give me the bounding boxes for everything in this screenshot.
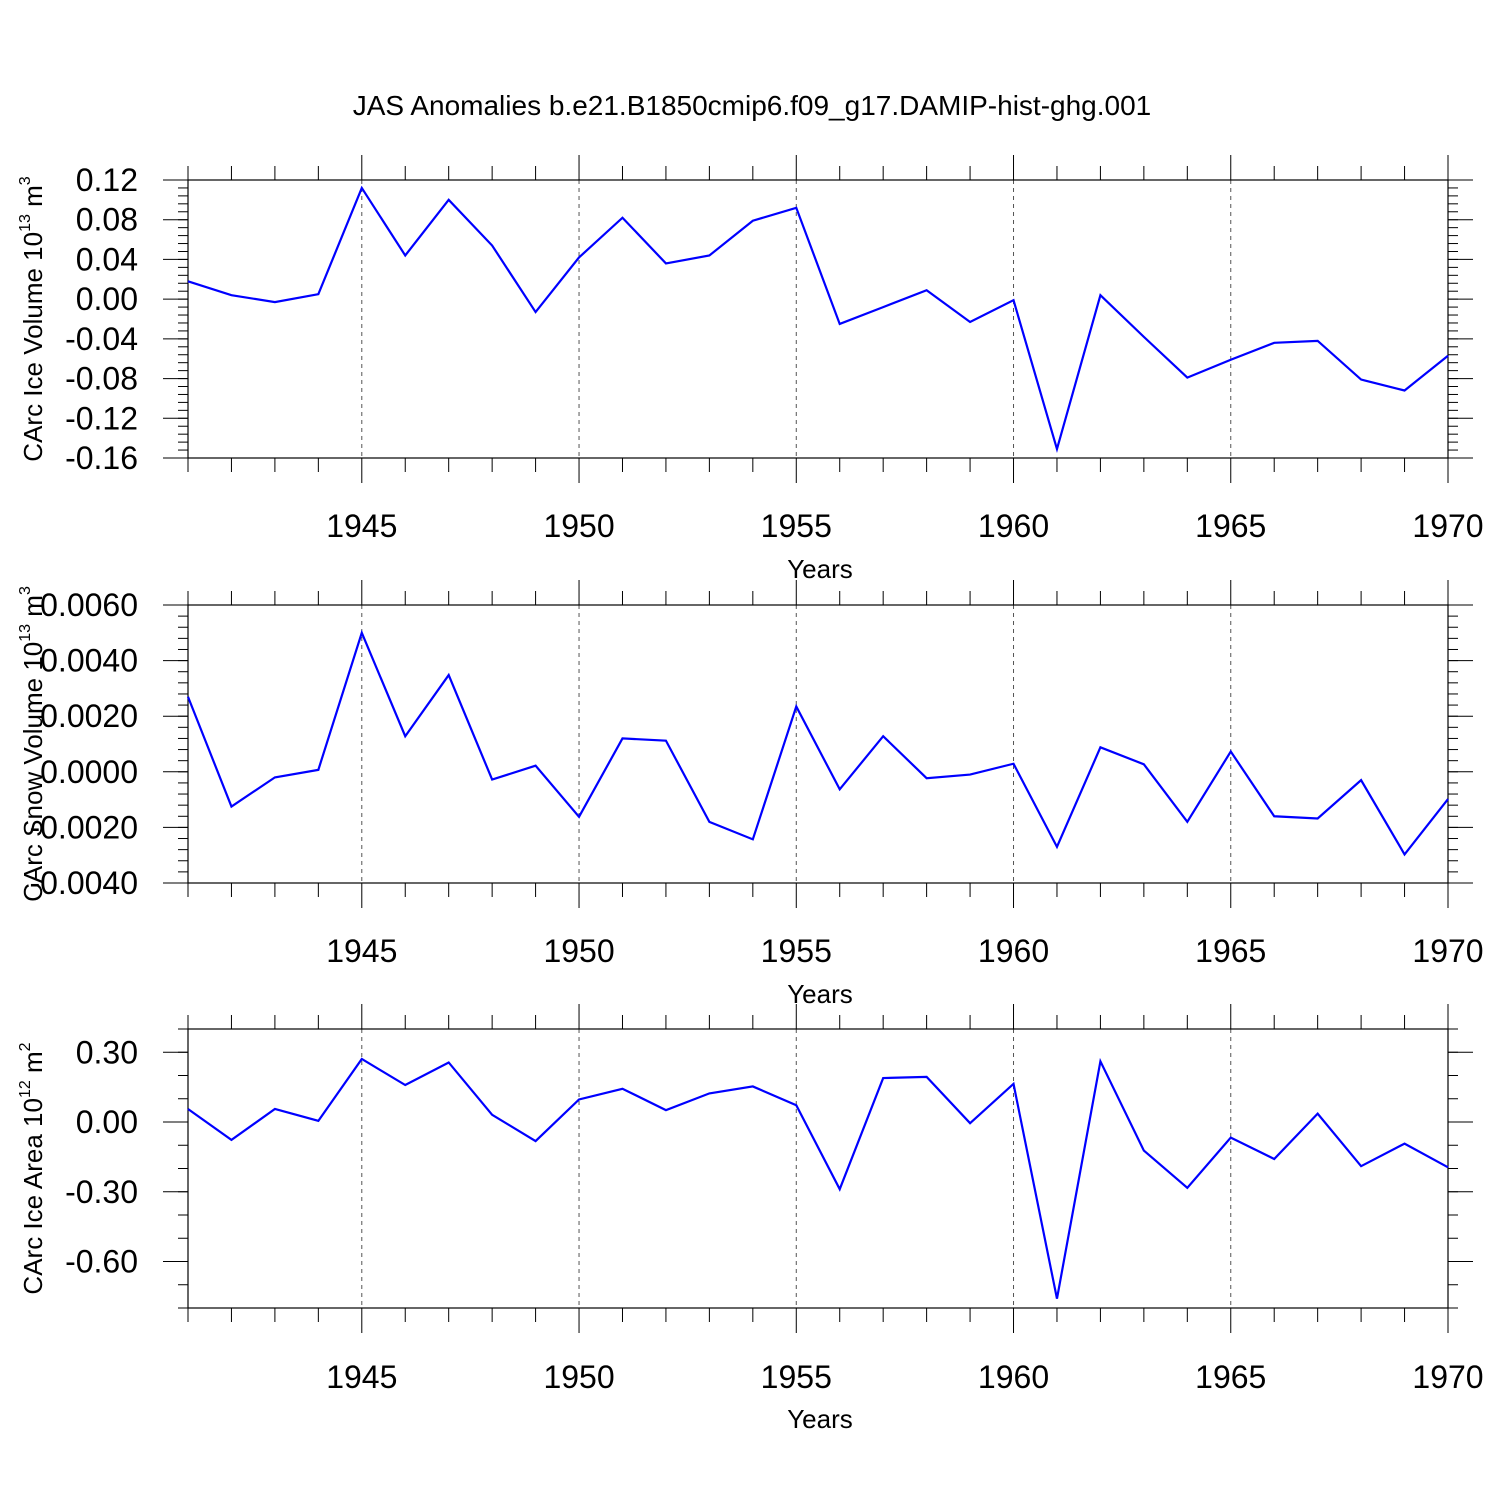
y-tick-label: 0.30: [76, 1034, 138, 1070]
x-tick-label: 1945: [326, 1359, 397, 1395]
panel-ice-area: 0.30 0.00 -0.30 -0.60 1945 1950 1955 1960 1965 19…: [17, 1004, 1484, 1434]
x-tick-label: 1955: [761, 508, 832, 544]
y-tick-label: -0.08: [65, 361, 138, 397]
x-tick-label: 1965: [1195, 933, 1266, 969]
y-tick-label: 0.04: [76, 241, 138, 277]
x-tick-label: 1970: [1412, 1359, 1483, 1395]
y-tick-label: -0.16: [65, 440, 138, 476]
panel-snow-volume: 0.0060 0.0040 0.0020 0.0000 -0.0020 -0.0040 19…: [17, 580, 1484, 1009]
x-tick-label: 1970: [1412, 508, 1483, 544]
y-tick-label: -0.60: [65, 1244, 138, 1280]
x-tick-label: 1965: [1195, 1359, 1266, 1395]
x-tick-label: 1955: [761, 933, 832, 969]
x-axis-title: Years: [787, 554, 853, 584]
y-tick-label: -0.0020: [29, 809, 138, 845]
x-tick-label: 1970: [1412, 933, 1483, 969]
y-tick-label: -0.04: [65, 321, 138, 357]
series-line: [187, 1057, 1449, 1299]
y-tick-label: -0.12: [65, 400, 138, 436]
y-tick-label: 0.12: [76, 162, 138, 198]
y-tick-label: 0.00: [76, 1104, 138, 1140]
x-tick-label: 1960: [978, 1359, 1049, 1395]
y-tick-label: 0.0000: [40, 754, 138, 790]
y-tick-label: 0.0060: [40, 587, 138, 623]
x-tick-label: 1960: [978, 933, 1049, 969]
y-axis-title: CArc Ice Volume 1013 m3: [17, 176, 48, 461]
y-tick-label: 0.0020: [40, 698, 138, 734]
x-tick-label: 1945: [326, 508, 397, 544]
series-line: [186, 629, 1449, 857]
plot-frame: [187, 179, 1449, 459]
panel-ice-volume: 0.12 0.080.04 0.00 -0.04 -0.08-0.12 -0.16 1945…: [17, 155, 1484, 584]
x-tick-label: 1950: [543, 1359, 614, 1395]
figure-title: JAS Anomalies b.e21.B1850cmip6.f09_g17.D…: [353, 90, 1151, 121]
y-tick-label: -0.0040: [29, 865, 138, 901]
y-axis-title: CArc Ice Area 1012 m2: [17, 1042, 48, 1294]
x-tick-label: 1950: [543, 933, 614, 969]
x-tick-label: 1960: [978, 508, 1049, 544]
y-tick-label: 0.0040: [40, 643, 138, 679]
y-tick-label: -0.30: [65, 1174, 138, 1210]
y-tick-label: 0.08: [76, 202, 138, 238]
x-tick-label: 1965: [1195, 508, 1266, 544]
x-tick-label: 1945: [326, 933, 397, 969]
y-tick-label: 0.00: [76, 281, 138, 317]
plot-frame: [187, 604, 1449, 884]
x-axis-title: Years: [787, 1404, 853, 1434]
series-line: [187, 185, 1449, 454]
x-tick-label: 1955: [761, 1359, 832, 1395]
y-axis-title: CArc Snow Volume 1013 m3: [17, 586, 48, 902]
x-axis-title: Years: [787, 979, 853, 1009]
x-tick-label: 1950: [543, 508, 614, 544]
